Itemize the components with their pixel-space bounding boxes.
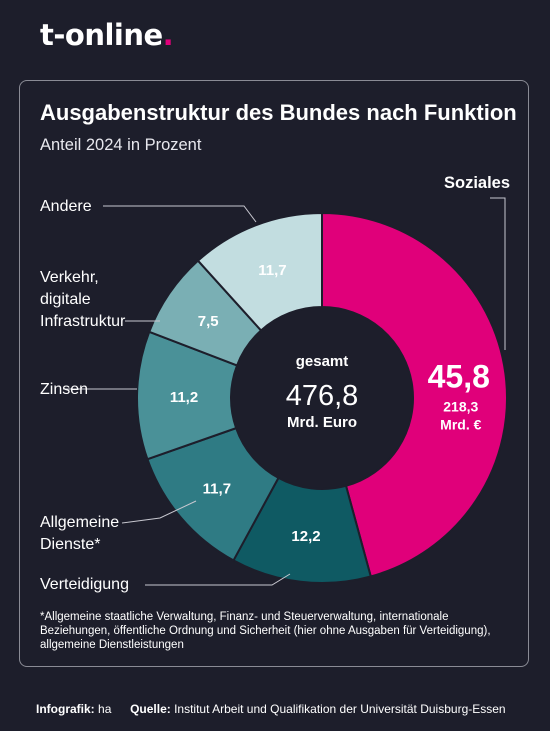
label-verkehr-line-2: digitale (40, 291, 91, 308)
leader-andere (103, 205, 257, 223)
leader-soziales (490, 197, 506, 350)
slice-5 (196, 211, 323, 332)
label-verkehr-line-1: Verkehr, (40, 269, 99, 286)
center-unit: Mrd. Euro (287, 414, 357, 431)
label-allgemeine-line-2: Dienste* (40, 536, 101, 553)
leader-verteidigung (145, 573, 291, 586)
slice-0 (321, 211, 508, 578)
footer: Infografik: ha Quelle: Institut Arbeit u… (36, 702, 506, 716)
chart-card (19, 80, 529, 667)
label-andere: Andere (40, 198, 92, 215)
label-verteidigung: Verteidigung (40, 576, 129, 593)
value-extra-unit-0: Mrd. € (440, 417, 481, 433)
value-label-4: 7,5 (198, 313, 219, 330)
value-label-1: 12,2 (291, 528, 320, 545)
value-label-5: 11,7 (258, 262, 286, 279)
leader-allgemeine (121, 500, 197, 524)
quelle-value: Institut Arbeit und Qualifikation der Un… (174, 702, 506, 716)
label-allgemeine-line-1: Allgemeine (40, 514, 120, 531)
label-zinsen: Zinsen (40, 381, 89, 398)
center-value: 476,8 (286, 380, 359, 412)
footnote: *Allgemeine staatliche Verwaltung, Finan… (40, 611, 491, 651)
chart-title: Ausgabenstruktur des Bundes nach Funktio… (40, 100, 517, 125)
infografik-label: Infografik: (36, 702, 95, 716)
label-verkehr: Verkehr, digitale Infrastruktur (40, 267, 125, 333)
value-extra-0: 218,3 (443, 399, 478, 415)
value-label-2: 11,7 (203, 480, 231, 497)
brand-logo: t-online. (40, 18, 174, 52)
center-label: gesamt (296, 353, 349, 370)
value-label-3: 11,2 (170, 389, 198, 406)
value-label-0: 45,8 (428, 359, 490, 395)
quelle-label: Quelle: (130, 702, 171, 716)
chart-subtitle: Anteil 2024 in Prozent (40, 136, 202, 154)
label-soziales: Soziales (444, 174, 511, 192)
label-allgemeine: Allgemeine Dienste* (40, 512, 119, 556)
label-verkehr-line-3: Infrastruktur (40, 313, 126, 330)
infografik-value: ha (98, 702, 112, 716)
